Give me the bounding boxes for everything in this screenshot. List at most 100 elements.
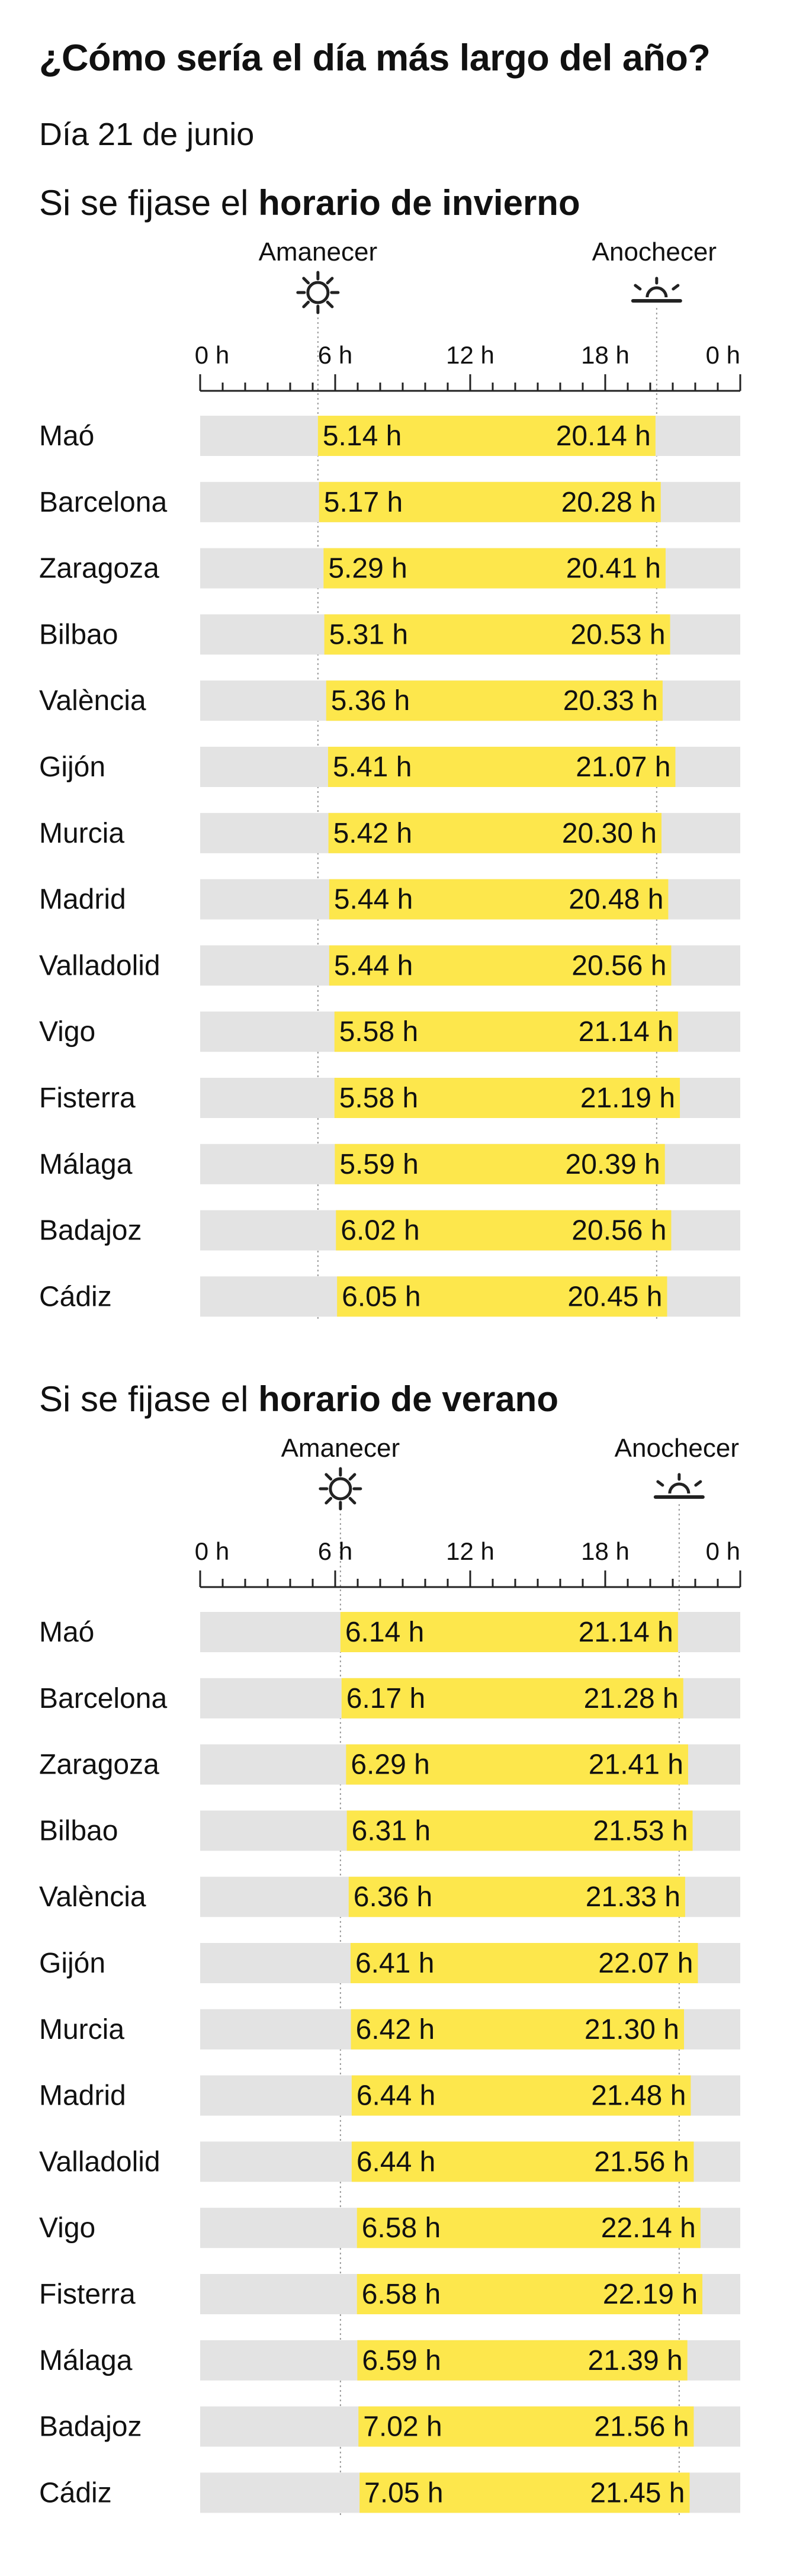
city-label: Fisterra <box>39 1083 136 1114</box>
sunrise-guide-label: Amanecer <box>281 1434 400 1463</box>
sunset-icon-ray <box>656 1480 664 1487</box>
x-tick-label: 0 h <box>195 1537 229 1565</box>
section-title-summer-prefix: Si se fijase el <box>39 1379 259 1419</box>
sunrise-value-label: 5.42 h <box>333 818 412 849</box>
city-label: Cádiz <box>39 2477 112 2508</box>
x-tick-label: 18 h <box>581 341 630 369</box>
sunrise-value-label: 5.59 h <box>339 1149 418 1180</box>
city-label: Gijón <box>39 751 105 783</box>
sunrise-value-label: 6.58 h <box>362 2279 441 2310</box>
sunrise-value-label: 5.44 h <box>334 950 413 981</box>
sunset-icon <box>653 1473 705 1499</box>
sunset-value-label: 20.45 h <box>567 1281 662 1312</box>
daylight-bar <box>351 2141 694 2182</box>
section-title-winter-prefix: Si se fijase el <box>39 183 259 223</box>
sunrise-value-label: 6.02 h <box>341 1215 419 1247</box>
sunset-icon-half-sun <box>646 286 668 298</box>
sunset-value-label: 22.19 h <box>603 2279 698 2310</box>
city-label: Gijón <box>39 1948 105 1979</box>
city-label: Zaragoza <box>39 1749 159 1781</box>
sunset-value-label: 20.30 h <box>562 818 657 849</box>
city-label: Valladolid <box>39 950 160 981</box>
city-label: Barcelona <box>39 1683 167 1714</box>
sun-icon <box>319 1467 362 1511</box>
sunset-value-label: 21.07 h <box>576 751 670 783</box>
city-label: Madrid <box>39 884 126 916</box>
sunrise-guide-label: Amanecer <box>259 237 378 266</box>
city-label: Málaga <box>39 2345 133 2376</box>
sunset-value-label: 21.39 h <box>588 2345 683 2376</box>
daylight-bar <box>323 548 666 589</box>
sunrise-value-label: 5.41 h <box>333 751 412 783</box>
sunset-value-label: 20.56 h <box>571 950 666 981</box>
x-tick-label: 12 h <box>446 341 494 369</box>
city-label: Vigo <box>39 1016 95 1048</box>
sunset-value-label: 21.19 h <box>580 1083 675 1114</box>
sun-icon-disc <box>306 281 330 304</box>
city-label: València <box>39 685 146 717</box>
daylight-bar <box>351 2009 684 2050</box>
daylight-bar <box>329 945 672 986</box>
sunset-value-label: 20.41 h <box>566 553 661 584</box>
sunset-value-label: 21.14 h <box>579 1617 673 1648</box>
sun-icon-disc <box>329 1477 352 1501</box>
sunset-icon-ray <box>694 1480 702 1487</box>
chart-winter: Amanecer Anochecer 0 h 6 h 12 h 18 h 0 h Maó 5.1… <box>39 237 741 1319</box>
sunset-value-label: 21.53 h <box>593 1815 688 1846</box>
sunset-icon-ray <box>634 284 642 291</box>
daylight-bar <box>350 1943 698 1983</box>
daylight-bar <box>324 614 670 655</box>
daylight-bar <box>335 1144 665 1184</box>
sunrise-value-label: 5.44 h <box>334 884 413 916</box>
section-title-summer-bold: horario de verano <box>258 1379 558 1419</box>
x-tick-label: 12 h <box>446 1537 494 1565</box>
daylight-bar <box>346 1810 693 1851</box>
daylight-bar <box>341 1678 683 1719</box>
sunset-icon-half-sun <box>668 1482 691 1494</box>
sunset-value-label: 21.30 h <box>585 2014 679 2045</box>
daylight-bar <box>359 2472 690 2513</box>
x-tick-label: 0 h <box>195 341 229 369</box>
sunset-value-label: 20.33 h <box>563 685 658 717</box>
daylight-bar <box>319 481 661 522</box>
sun-icon-ray <box>302 300 310 309</box>
sunrise-value-label: 6.59 h <box>362 2345 441 2376</box>
daylight-bar <box>351 2075 691 2116</box>
daylight-bar <box>328 812 661 853</box>
sunset-value-label: 20.53 h <box>570 619 665 650</box>
sunset-value-label: 20.14 h <box>556 420 651 452</box>
x-tick-label: 0 h <box>706 341 740 369</box>
sunset-value-label: 20.48 h <box>569 884 663 916</box>
sunrise-value-label: 6.14 h <box>345 1617 424 1648</box>
city-label: Barcelona <box>39 487 167 518</box>
city-label: Málaga <box>39 1149 133 1180</box>
page-subtitle: Día 21 de junio <box>39 117 255 152</box>
sunset-value-label: 22.07 h <box>598 1948 693 1979</box>
sunset-value-label: 20.39 h <box>566 1149 660 1180</box>
sunrise-value-label: 5.58 h <box>339 1083 418 1114</box>
city-label: València <box>39 1881 146 1913</box>
sunset-value-label: 20.28 h <box>561 487 656 518</box>
daylight-bar <box>357 2208 701 2249</box>
city-label: Vigo <box>39 2212 95 2244</box>
daylight-bar <box>357 2274 703 2314</box>
city-label: Zaragoza <box>39 553 159 584</box>
sun-icon-ray <box>325 1473 333 1481</box>
sunset-value-label: 21.56 h <box>594 2146 689 2177</box>
sunset-value-label: 21.41 h <box>589 1749 683 1781</box>
sunrise-value-label: 6.17 h <box>346 1683 425 1714</box>
section-title-winter: Si se fijase el horario de invierno <box>39 182 580 223</box>
daylight-bar <box>346 1744 688 1785</box>
city-label: Murcia <box>39 2014 124 2045</box>
sunrise-value-label: 5.14 h <box>323 420 402 452</box>
sunrise-value-label: 6.31 h <box>352 1815 431 1846</box>
daylight-bar <box>334 1078 680 1118</box>
daylight-bar <box>329 879 669 920</box>
section-title-summer: Si se fijase el horario de verano <box>39 1379 558 1419</box>
sunrise-value-label: 6.05 h <box>342 1281 420 1312</box>
sunrise-value-label: 5.31 h <box>329 619 408 650</box>
sunrise-value-label: 5.17 h <box>324 487 403 518</box>
sunrise-value-label: 7.05 h <box>364 2477 443 2508</box>
sunrise-value-label: 6.44 h <box>357 2080 435 2112</box>
daylight-bar <box>340 1612 678 1652</box>
